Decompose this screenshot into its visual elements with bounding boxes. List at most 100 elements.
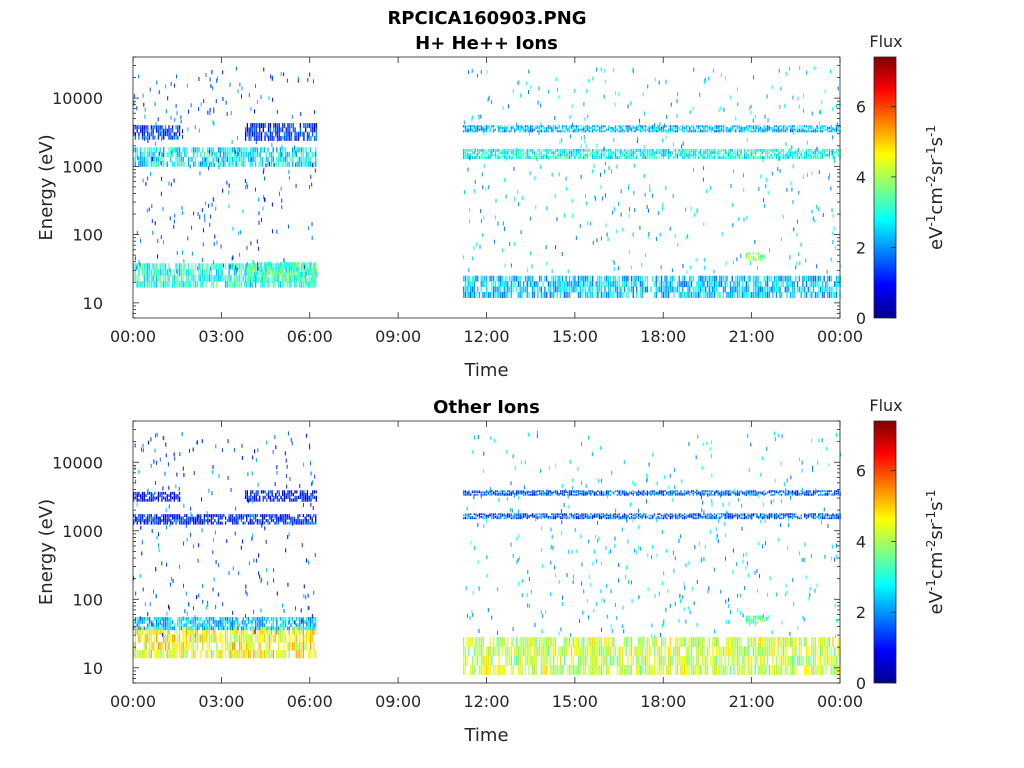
heatmap-cell	[643, 128, 645, 131]
heatmap-cell	[247, 649, 250, 659]
heatmap-cell	[546, 126, 548, 130]
heatmap-cell	[603, 68, 605, 73]
heatmap-cell	[191, 626, 193, 635]
heatmap-cell	[293, 281, 296, 288]
heatmap-cell	[244, 156, 246, 163]
heatmap-cell	[561, 153, 564, 157]
heatmap-cell	[257, 493, 259, 497]
heatmap-cell	[464, 190, 466, 195]
heatmap-cell	[779, 169, 781, 174]
heatmap-cell	[468, 275, 470, 282]
heatmap-cell	[292, 123, 294, 128]
heatmap-cell	[182, 634, 184, 643]
heatmap-cell	[285, 516, 287, 520]
heatmap-cell	[226, 152, 228, 158]
heatmap-cell	[477, 646, 479, 657]
heatmap-cell	[462, 637, 465, 647]
heatmap-cell	[537, 125, 539, 128]
heatmap-cell	[662, 281, 664, 288]
heatmap-cell	[210, 263, 213, 270]
heatmap-cell	[646, 275, 649, 282]
heatmap-cell	[800, 286, 802, 293]
heatmap-cell	[752, 275, 755, 282]
heatmap-cell	[484, 292, 486, 298]
heatmap-cell	[294, 490, 296, 494]
heatmap-cell	[300, 161, 303, 167]
heatmap-cell	[733, 130, 735, 133]
heatmap-cell	[554, 148, 557, 152]
heatmap-cell	[175, 642, 177, 651]
heatmap-cell	[708, 292, 710, 298]
heatmap-cell	[530, 655, 532, 666]
heatmap-cell	[517, 156, 520, 160]
heatmap-cell	[641, 151, 643, 155]
heatmap-cell	[837, 148, 839, 152]
heatmap-cell	[475, 242, 477, 247]
heatmap-cell	[597, 151, 599, 155]
heatmap-cell	[731, 153, 733, 157]
heatmap-cell	[173, 132, 175, 137]
heatmap-cell	[184, 161, 186, 167]
heatmap-cell	[560, 156, 562, 160]
heatmap-cell	[535, 126, 537, 130]
heatmap-cell	[283, 649, 285, 659]
heatmap-cell	[224, 617, 227, 621]
heatmap-cell	[754, 258, 756, 261]
heatmap-cell	[618, 92, 620, 97]
heatmap-cell	[614, 130, 617, 133]
heatmap-cell	[602, 281, 604, 288]
heatmap-cell	[796, 232, 798, 237]
heatmap-cell	[226, 620, 228, 624]
heatmap-cell	[627, 126, 629, 130]
heatmap-cell	[830, 128, 832, 131]
heatmap-cell	[766, 151, 769, 155]
heatmap-cell	[706, 156, 709, 160]
heatmap-cell	[228, 642, 230, 651]
heatmap-cell	[281, 516, 283, 520]
heatmap-cell	[315, 156, 317, 163]
heatmap-cell	[542, 292, 544, 298]
heatmap-cell	[235, 161, 237, 167]
heatmap-cell	[655, 126, 657, 130]
heatmap-cell	[584, 139, 586, 144]
heatmap-cell	[768, 248, 770, 253]
heatmap-cell	[193, 275, 195, 282]
heatmap-cell	[662, 130, 664, 133]
heatmap-cell	[292, 261, 294, 268]
heatmap-cell	[505, 275, 507, 282]
heatmap-cell	[134, 642, 137, 651]
heatmap-cell	[636, 148, 638, 152]
heatmap-cell	[148, 623, 151, 628]
heatmap-cell	[717, 153, 719, 157]
heatmap-cell	[759, 148, 762, 152]
heatmap-cell	[274, 161, 276, 167]
heatmap-cell	[171, 634, 174, 643]
heatmap-cell	[174, 117, 176, 122]
heatmap-cell	[306, 152, 308, 158]
heatmap-cell	[249, 281, 251, 288]
heatmap-cell	[180, 521, 183, 525]
heatmap-cell	[632, 67, 634, 72]
heatmap-cell	[791, 286, 793, 293]
heatmap-cell	[252, 131, 254, 137]
heatmap-cell	[201, 156, 204, 163]
heatmap-cell	[136, 496, 138, 500]
heatmap-cell	[662, 151, 664, 155]
heatmap-cell	[171, 135, 174, 140]
heatmap-cell	[290, 156, 292, 163]
heatmap-cell	[676, 128, 679, 131]
heatmap-cell	[155, 141, 157, 146]
heatmap-cell	[231, 139, 233, 144]
heatmap-cell	[805, 125, 808, 128]
heatmap-cell	[136, 231, 138, 236]
heatmap-cell	[643, 145, 645, 150]
heatmap-cell	[693, 167, 695, 172]
heatmap-cell	[147, 269, 149, 276]
heatmap-cell	[302, 147, 304, 153]
heatmap-cell	[303, 272, 305, 278]
heatmap-cell	[239, 623, 241, 628]
heatmap-cell	[505, 148, 507, 152]
heatmap-cell	[276, 620, 278, 624]
heatmap-cell	[809, 156, 811, 160]
heatmap-cell	[835, 286, 838, 293]
